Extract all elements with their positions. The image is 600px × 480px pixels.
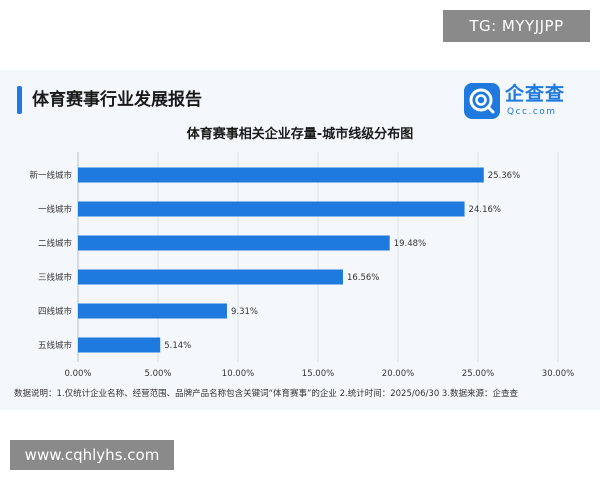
value-label: 19.48% [394,239,426,249]
x-tick-label: 10.00% [222,369,254,379]
category-label: 四线城市 [38,306,73,317]
x-tick-label: 20.00% [382,369,414,379]
value-label: 25.36% [488,171,520,181]
value-label: 24.16% [469,205,501,215]
x-tick-label: 25.00% [462,369,494,379]
watermark-top: TG: MYYJJPP [443,10,590,42]
category-label: 新一线城市 [29,170,72,181]
chart-title: 体育赛事相关企业存量-城市线级分布图 [187,126,413,142]
bar [78,337,161,353]
watermark-bottom: www.cqhlyhs.com [10,440,174,470]
value-label: 5.14% [164,341,191,351]
x-tick-label: 15.00% [302,369,334,379]
category-label: 三线城市 [38,272,73,283]
qcc-logo-icon [464,83,500,119]
bar [78,269,343,285]
category-label: 二线城市 [38,238,73,249]
report-title: 体育赛事行业发展报告 [32,90,202,110]
bar [78,201,465,217]
bar [78,167,484,183]
x-tick-label: 5.00% [144,369,171,379]
title-accent-bar [17,86,22,114]
x-tick-label: 0.00% [64,369,91,379]
value-label: 16.56% [347,273,379,283]
bar-chart: 体育赛事相关企业存量-城市线级分布图 新一线城市 25.36% 一线城市 24.16%… [29,126,574,379]
logo-name-cn: 企查查 [505,83,566,105]
data-footnote: 数据说明：1.仅统计企业名称、经营范围、品牌产品名称包含关键词“体育赛事”的企业… [14,389,519,399]
x-tick-label: 30.00% [542,369,574,379]
category-label: 一线城市 [38,204,73,215]
bar [78,235,390,251]
bar [78,303,227,319]
logo-name-en: Qcc.com [507,107,557,117]
category-label: 五线城市 [38,340,73,351]
value-label: 9.31% [231,307,258,317]
